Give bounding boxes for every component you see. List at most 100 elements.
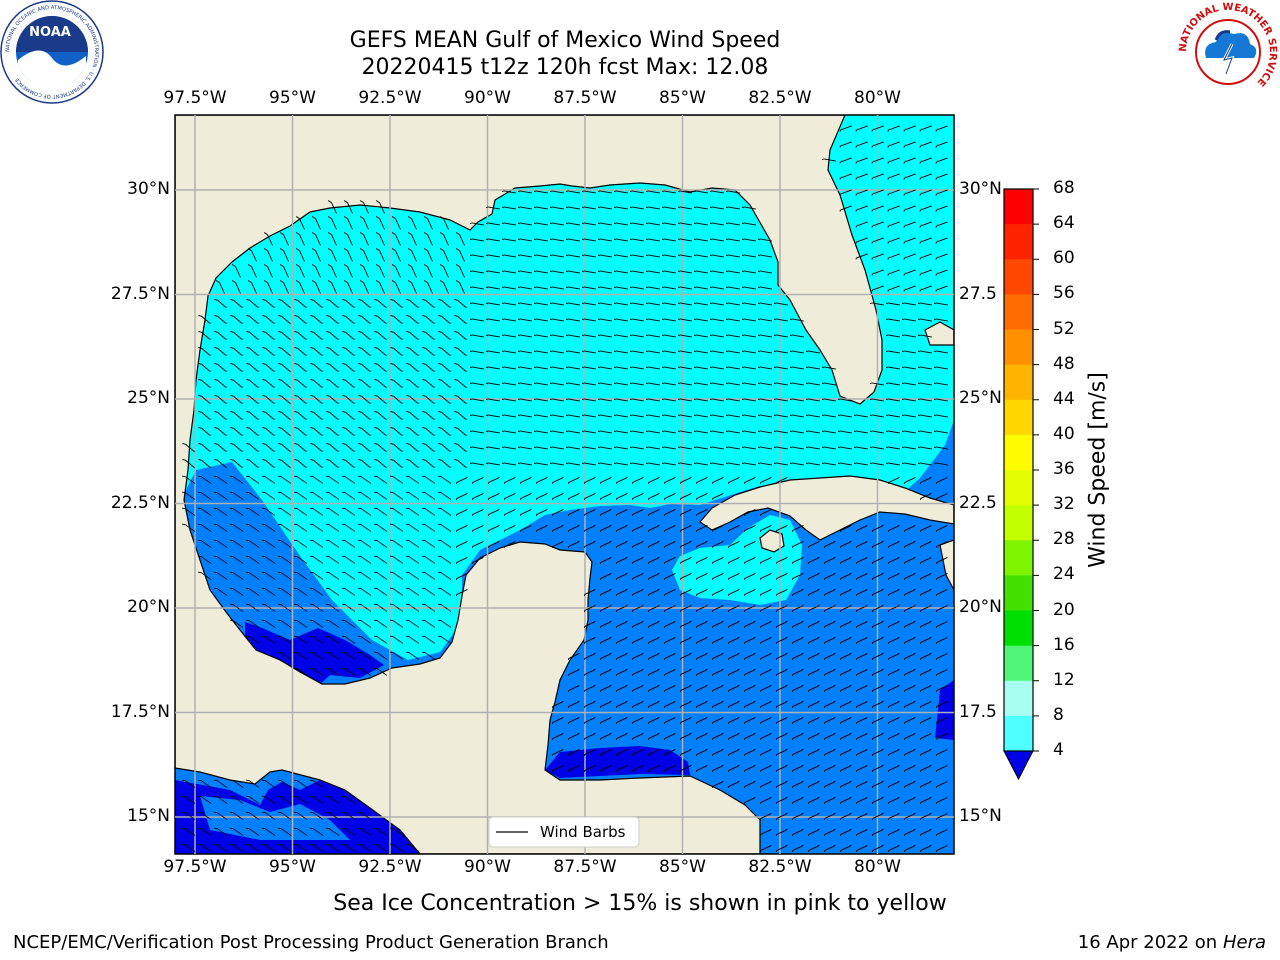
wind-barb xyxy=(904,717,916,724)
wind-barb xyxy=(214,331,227,341)
wind-barb xyxy=(438,507,452,516)
wind-barb xyxy=(246,331,259,341)
wind-barb xyxy=(664,669,676,676)
wind-barb xyxy=(664,541,676,548)
wind-barb xyxy=(664,493,676,500)
wind-barb xyxy=(933,302,948,306)
wind-barb xyxy=(294,827,308,836)
wind-barb xyxy=(648,621,660,628)
wind-barb xyxy=(725,222,740,226)
wind-barb xyxy=(568,653,580,660)
wind-barb xyxy=(294,651,308,660)
wind-barb xyxy=(677,238,692,242)
wind-barb xyxy=(374,299,387,309)
lon-tick-label: 87.5°W xyxy=(553,857,617,877)
lon-tick-label: 87.5°W xyxy=(553,88,617,108)
wind-barb xyxy=(821,462,836,466)
wind-barb xyxy=(920,605,932,612)
wind-barb xyxy=(744,685,756,692)
wind-barb xyxy=(358,651,372,660)
wind-barb xyxy=(600,541,612,548)
wind-barb xyxy=(214,571,228,580)
wind-barb xyxy=(887,205,900,212)
wind-barb xyxy=(358,331,371,341)
wind-barb xyxy=(693,334,708,338)
wind-barb xyxy=(597,334,612,338)
wind-barb xyxy=(485,270,500,274)
wind-barb xyxy=(712,605,724,612)
wind-barb xyxy=(693,190,708,194)
wind-barb xyxy=(294,459,307,469)
wind-barb xyxy=(358,347,371,357)
wind-barb xyxy=(278,795,292,804)
nws-logo: NATIONAL WEATHER SERVICE xyxy=(1178,2,1278,102)
wind-barb xyxy=(632,749,644,756)
wind-barb xyxy=(230,427,243,437)
wind-barb xyxy=(616,557,628,564)
wind-barb xyxy=(246,475,260,484)
wind-barb xyxy=(501,318,516,322)
wind-barb xyxy=(632,621,644,628)
wind-barb xyxy=(936,813,948,820)
wind-barb xyxy=(936,701,948,708)
wind-barb xyxy=(584,621,596,628)
wind-barb xyxy=(805,398,820,402)
wind-barb xyxy=(310,459,323,469)
wind-barb xyxy=(872,525,884,532)
wind-barb xyxy=(565,238,580,242)
wind-barb xyxy=(198,475,212,484)
colorbar-segment xyxy=(1004,329,1033,366)
wind-barb xyxy=(776,637,788,644)
wind-barb xyxy=(760,701,772,708)
wind-barb xyxy=(565,350,580,354)
wind-barb xyxy=(917,382,932,386)
wind-barb xyxy=(776,765,788,772)
wind-barb xyxy=(438,555,452,564)
wind-barb xyxy=(214,459,227,469)
wind-barb xyxy=(760,509,772,516)
wind-barb xyxy=(438,635,452,644)
wind-barb xyxy=(565,446,580,450)
wind-barb xyxy=(888,733,900,740)
wind-barb xyxy=(776,589,788,596)
wind-barb xyxy=(469,398,484,402)
wind-barb xyxy=(744,509,756,516)
wind-barb xyxy=(792,749,804,756)
wind-barb xyxy=(342,427,355,437)
wind-barb xyxy=(629,366,644,370)
wind-barb xyxy=(262,635,276,644)
wind-barb xyxy=(821,414,836,418)
wind-barb xyxy=(839,205,852,212)
wind-barb xyxy=(600,669,612,676)
wind-barb xyxy=(533,318,548,322)
footer-credit: NCEP/EMC/Verification Post Processing Pr… xyxy=(13,932,609,953)
wind-barb xyxy=(728,525,740,532)
wind-barb xyxy=(198,459,211,469)
wind-barb xyxy=(645,206,660,210)
wind-barb xyxy=(920,557,932,564)
wind-barb xyxy=(326,603,340,612)
wind-barb xyxy=(645,430,660,434)
wind-barb xyxy=(438,603,452,612)
wind-barb xyxy=(904,701,916,708)
wind-barb xyxy=(246,395,259,405)
wind-barb xyxy=(661,222,676,226)
wind-barb xyxy=(821,430,836,434)
wind-barb xyxy=(773,334,788,338)
wind-barb xyxy=(709,254,724,258)
wind-barb xyxy=(230,571,244,580)
wind-barb xyxy=(632,765,644,772)
wind-barb xyxy=(262,379,275,389)
wind-barb xyxy=(935,157,948,164)
wind-barb xyxy=(920,637,932,644)
wind-barb xyxy=(198,395,211,405)
wind-barb xyxy=(374,315,387,325)
wind-barb xyxy=(789,382,804,386)
wind-barb xyxy=(326,539,340,548)
colorbar-segment xyxy=(1004,434,1033,471)
wind-barb xyxy=(278,507,292,516)
wind-barb xyxy=(661,254,676,258)
wind-barb xyxy=(920,653,932,660)
wind-barb xyxy=(310,795,324,804)
wind-barb xyxy=(600,573,612,580)
